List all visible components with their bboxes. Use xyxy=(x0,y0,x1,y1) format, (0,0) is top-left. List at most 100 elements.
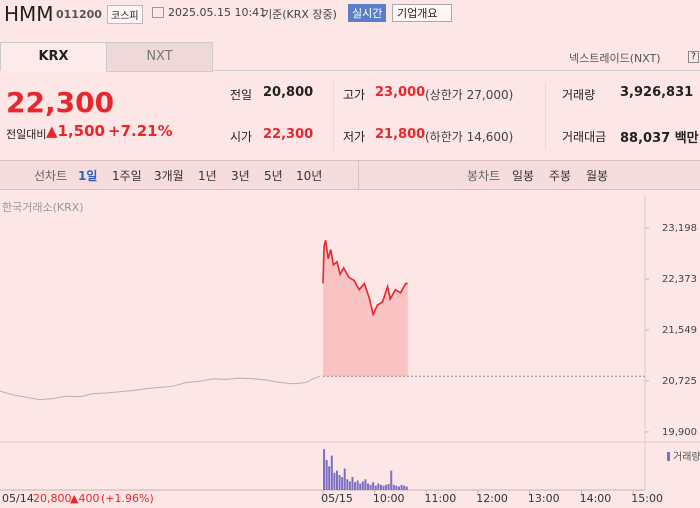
volume-bar xyxy=(385,484,388,490)
stat-value: 21,800 xyxy=(375,127,426,142)
x-tick-label: 10:00 xyxy=(373,492,405,505)
tab-krx[interactable]: KRX xyxy=(0,42,107,71)
volume-legend: 거래량 xyxy=(673,451,700,463)
y-tick-label: 23,198 xyxy=(662,223,697,234)
current-price: 22,300 xyxy=(6,86,115,119)
volume-bar xyxy=(379,484,382,490)
stat-label: 고가 xyxy=(343,88,366,102)
toolbar-separator xyxy=(358,160,359,189)
price-line xyxy=(0,375,321,401)
volume-bar xyxy=(333,472,336,490)
period-button[interactable]: 10년 xyxy=(296,169,323,183)
volume-bar xyxy=(346,479,349,490)
volume-bar xyxy=(392,484,395,490)
y-tick-label: 21,549 xyxy=(662,325,697,336)
volume-bar xyxy=(330,455,333,490)
stat-label: 시가 xyxy=(230,130,253,144)
change-pct: +7.21% xyxy=(108,122,173,140)
x-tick-label: 15:00 xyxy=(631,492,663,505)
volume-bar xyxy=(323,449,326,490)
volume-bar xyxy=(395,485,398,490)
line-chart-label: 선차트 xyxy=(34,169,68,183)
volume-legend-swatch xyxy=(667,452,670,461)
volume-bar xyxy=(351,477,354,490)
y-tick-label: 20,725 xyxy=(662,376,697,387)
prev-date: 05/14 xyxy=(2,492,34,505)
period-button[interactable]: 1년 xyxy=(198,169,217,183)
volume-bar xyxy=(400,484,403,490)
period-button[interactable]: 3개월 xyxy=(154,169,184,183)
stock-code: 011200 xyxy=(56,8,102,21)
stat-value: 20,800 xyxy=(263,85,314,100)
timestamp: 2025.05.15 10:41 xyxy=(168,6,267,19)
separator xyxy=(545,82,546,150)
volume-bar xyxy=(348,481,351,490)
volume-bar xyxy=(377,483,380,490)
price-line xyxy=(322,240,408,317)
nxt-link[interactable]: 넥스트레이드(NXT) xyxy=(569,52,661,65)
volume-bar xyxy=(397,486,400,490)
y-tick-label: 19,900 xyxy=(662,427,697,438)
period-button[interactable]: 3년 xyxy=(231,169,250,183)
source-label: 한국거래소(KRX) xyxy=(2,201,84,214)
x-tick-label: 12:00 xyxy=(476,492,508,505)
stat-label: 거래량 xyxy=(562,88,596,102)
volume-bar xyxy=(325,459,328,490)
volume-bar xyxy=(372,482,375,490)
help-icon[interactable]: ? xyxy=(688,51,699,63)
stat-value: 88,037 백만 xyxy=(620,131,699,146)
stat-label: 전일 xyxy=(230,88,253,102)
stat-value: 22,300 xyxy=(263,127,314,142)
period-button[interactable]: 1주일 xyxy=(112,169,142,183)
calendar-icon xyxy=(152,7,164,18)
volume-bar xyxy=(343,468,346,490)
volume-bar xyxy=(374,485,377,490)
candle-period-button[interactable]: 주봉 xyxy=(549,169,572,183)
x-tick-label: 11:00 xyxy=(425,492,457,505)
y-tick-label: 22,373 xyxy=(662,274,697,285)
stock-name: HMM xyxy=(4,2,54,26)
period-button[interactable]: 1일 xyxy=(78,169,98,183)
tab-line xyxy=(212,70,700,71)
volume-bar xyxy=(359,483,362,490)
period-button[interactable]: 5년 xyxy=(264,169,283,183)
volume-bar xyxy=(356,480,359,490)
candle-chart-label: 봉차트 xyxy=(467,169,501,183)
volume-bar xyxy=(405,486,408,490)
candle-period-button[interactable]: 월봉 xyxy=(586,169,609,183)
tab-nxt[interactable]: NXT xyxy=(106,42,213,72)
change-label: 전일대비 xyxy=(6,128,47,141)
x-tick-label: 13:00 xyxy=(528,492,560,505)
volume-bar xyxy=(390,470,393,490)
toolbar xyxy=(0,160,700,190)
prev-change-pct: (+1.96%) xyxy=(101,492,154,505)
stat-value: 3,926,831 xyxy=(620,85,694,100)
market-badge: 코스피 xyxy=(107,5,143,24)
separator xyxy=(333,82,334,150)
volume-bar xyxy=(341,477,344,490)
realtime-button[interactable]: 실시간 xyxy=(348,4,387,22)
prev-change: ▲400 xyxy=(70,492,99,505)
volume-bar xyxy=(328,466,331,490)
stat-label: 거래대금 xyxy=(562,130,607,144)
volume-bar xyxy=(403,485,406,490)
volume-bar xyxy=(361,481,364,490)
basis: 기준(KRX 장중) xyxy=(262,8,337,21)
volume-bar xyxy=(364,479,367,490)
volume-bar xyxy=(387,483,390,490)
stat-note: (상한가 27,000) xyxy=(425,88,514,102)
candle-period-button[interactable]: 일봉 xyxy=(512,169,535,183)
stat-note: (하한가 14,600) xyxy=(425,130,514,144)
company-info-dropdown[interactable]: 기업개요 xyxy=(392,4,453,22)
stat-value: 23,000 xyxy=(375,85,426,100)
volume-bar xyxy=(366,483,369,490)
volume-bar xyxy=(369,484,372,490)
volume-bar xyxy=(382,485,385,490)
x-tick-label: 14:00 xyxy=(580,492,612,505)
volume-bar xyxy=(354,482,357,490)
volume-bar xyxy=(338,474,341,490)
stat-label: 저가 xyxy=(343,130,366,144)
x-tick-label: 05/15 xyxy=(321,492,353,505)
